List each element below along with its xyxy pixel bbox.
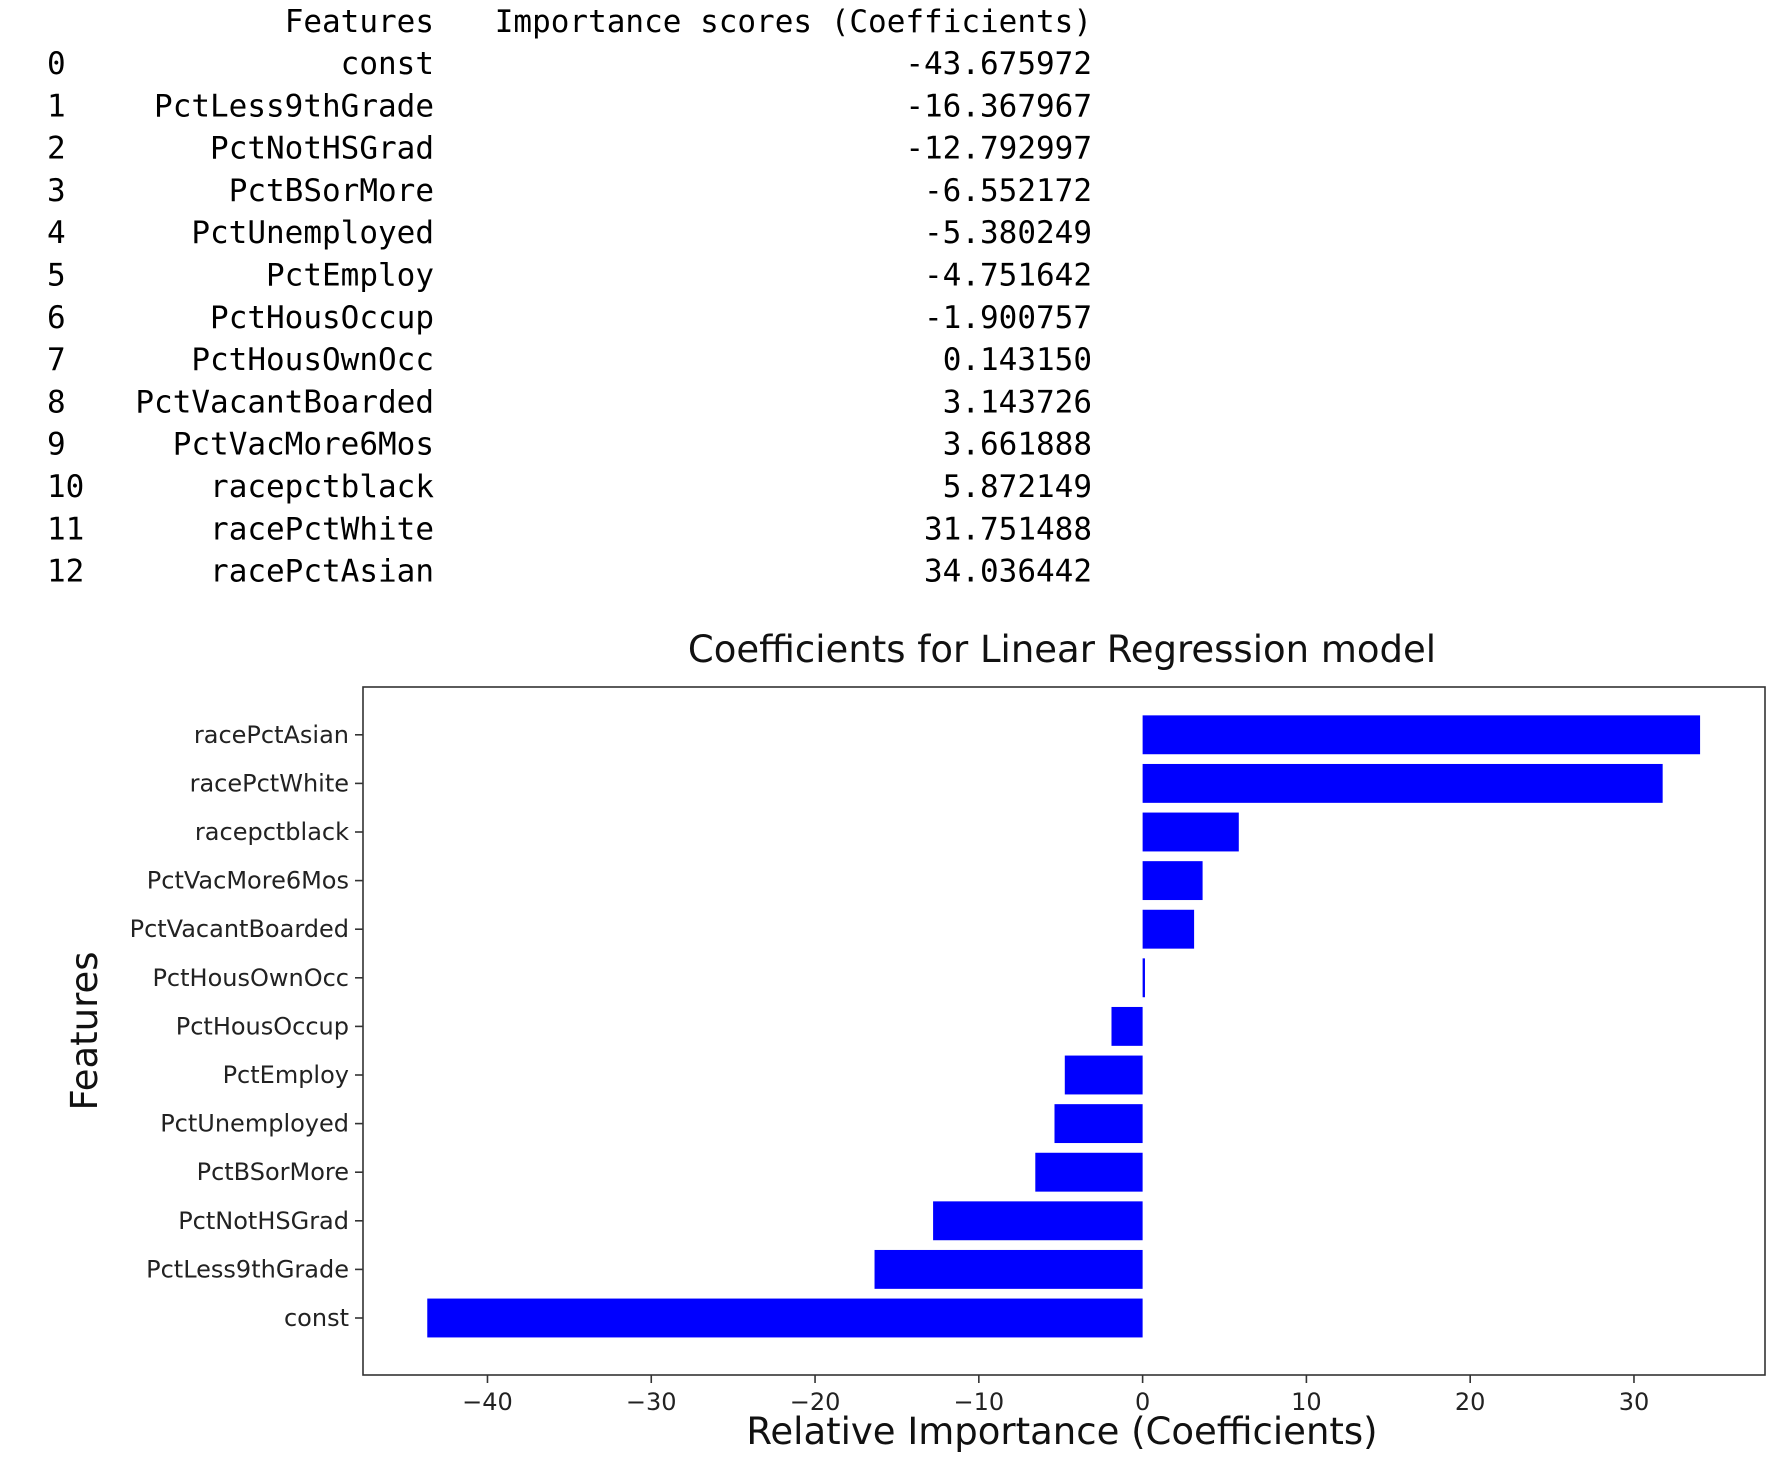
y-tick-label: PctVacantBoarded xyxy=(130,915,349,943)
row-feature: PctLess9thGrade xyxy=(154,88,434,124)
table-row: 10 racepctblack 5.872149 xyxy=(47,469,1092,505)
row-feature: racePctWhite xyxy=(210,511,434,547)
y-tick-label: PctEmploy xyxy=(223,1061,349,1089)
y-tick-label: const xyxy=(284,1304,349,1332)
table-header: Features Importance scores (Coefficients) xyxy=(285,4,1092,40)
row-index: 0 xyxy=(47,46,66,82)
row-score: 3.143726 xyxy=(943,384,1092,420)
row-score: -12.792997 xyxy=(905,131,1092,167)
row-index: 11 xyxy=(47,511,84,547)
row-score: -16.367967 xyxy=(905,88,1092,124)
y-axis-label: Features xyxy=(63,951,106,1110)
y-tick-label: racePctAsian xyxy=(194,721,349,749)
bar-PctVacMore6Mos xyxy=(1142,861,1203,901)
row-score: 34.036442 xyxy=(924,554,1092,590)
row-feature: PctHousOccup xyxy=(210,300,434,336)
table-row: 6 PctHousOccup -1.900757 xyxy=(47,300,1092,336)
row-score: -43.675972 xyxy=(905,46,1092,82)
table-row: 7 PctHousOwnOcc 0.143150 xyxy=(47,342,1092,378)
row-index: 1 xyxy=(47,88,66,124)
table-row: 9 PctVacMore6Mos 3.661888 xyxy=(47,427,1092,463)
row-score: -1.900757 xyxy=(924,300,1092,336)
row-index: 2 xyxy=(47,131,66,167)
table-row: 1 PctLess9thGrade -16.367967 xyxy=(47,88,1092,124)
table-row: 2 PctNotHSGrad -12.792997 xyxy=(47,131,1092,167)
row-feature: PctEmploy xyxy=(266,258,434,294)
y-tick-label: PctHousOccup xyxy=(176,1012,349,1040)
bar-racePctAsian xyxy=(1142,715,1701,755)
row-index: 4 xyxy=(47,215,66,251)
row-feature: PctNotHSGrad xyxy=(210,131,434,167)
y-tick-label: PctHousOwnOcc xyxy=(152,964,349,992)
table-row: 0 const -43.675972 xyxy=(47,46,1092,82)
table-row: 11 racePctWhite 31.751488 xyxy=(47,511,1092,547)
bar-PctUnemployed xyxy=(1054,1104,1143,1144)
y-tick-label: PctNotHSGrad xyxy=(178,1207,349,1235)
bar-const xyxy=(427,1298,1143,1338)
x-tick-label: −30 xyxy=(626,1388,677,1416)
bar-racepctblack xyxy=(1142,812,1239,852)
y-tick-label: racepctblack xyxy=(195,818,349,846)
row-feature: racepctblack xyxy=(210,469,434,505)
x-tick-label: 0 xyxy=(1135,1388,1150,1416)
row-feature: const xyxy=(341,46,434,82)
x-tick-label: −40 xyxy=(462,1388,513,1416)
row-index: 3 xyxy=(47,173,66,209)
bar-PctLess9thGrade xyxy=(874,1249,1143,1289)
row-score: 31.751488 xyxy=(924,511,1092,547)
bar-PctHousOwnOcc xyxy=(1142,958,1145,998)
header-importance: Importance scores (Coefficients) xyxy=(495,4,1092,40)
bar-PctVacantBoarded xyxy=(1142,909,1195,949)
row-index: 10 xyxy=(47,469,84,505)
row-score: -6.552172 xyxy=(924,173,1092,209)
row-score: -5.380249 xyxy=(924,215,1092,251)
row-feature: PctHousOwnOcc xyxy=(191,342,434,378)
row-index: 7 xyxy=(47,342,66,378)
row-feature: racePctAsian xyxy=(210,554,434,590)
table-row: 5 PctEmploy -4.751642 xyxy=(47,258,1092,294)
plot-frame xyxy=(362,686,1766,1376)
row-score: 5.872149 xyxy=(943,469,1092,505)
row-feature: PctUnemployed xyxy=(191,215,434,251)
row-feature: PctVacantBoarded xyxy=(135,384,434,420)
bar-PctNotHSGrad xyxy=(933,1201,1143,1241)
x-axis-label: Relative Importance (Coefficients) xyxy=(746,1410,1377,1453)
y-tick-label: racePctWhite xyxy=(190,769,349,797)
table-row: 12 racePctAsian 34.036442 xyxy=(47,554,1092,590)
row-index: 12 xyxy=(47,554,84,590)
y-tick-label: PctVacMore6Mos xyxy=(147,867,349,895)
row-index: 9 xyxy=(47,427,66,463)
y-tick-label: PctUnemployed xyxy=(160,1110,349,1138)
bar-PctBSorMore xyxy=(1035,1152,1143,1192)
chart-title: Coefficients for Linear Regression model xyxy=(688,628,1436,671)
x-tick-label: 10 xyxy=(1291,1388,1322,1416)
table-row: 4 PctUnemployed -5.380249 xyxy=(47,215,1092,251)
bar-PctHousOccup xyxy=(1111,1006,1143,1046)
x-tick-label: 30 xyxy=(1619,1388,1650,1416)
coefficients-table: Features Importance scores (Coefficients)… xyxy=(47,4,1092,590)
table-row: 3 PctBSorMore -6.552172 xyxy=(47,173,1092,209)
row-index: 8 xyxy=(47,384,66,420)
row-score: 0.143150 xyxy=(943,342,1092,378)
row-score: -4.751642 xyxy=(924,258,1092,294)
row-feature: PctVacMore6Mos xyxy=(173,427,434,463)
header-features: Features xyxy=(285,4,434,40)
bar-PctEmploy xyxy=(1064,1055,1143,1095)
plot-area xyxy=(427,715,1701,1338)
y-tick-label: PctBSorMore xyxy=(197,1158,349,1186)
x-tick-label: −20 xyxy=(790,1388,841,1416)
row-index: 5 xyxy=(47,258,66,294)
row-feature: PctBSorMore xyxy=(229,173,434,209)
row-score: 3.661888 xyxy=(943,427,1092,463)
row-index: 6 xyxy=(47,300,66,336)
y-tick-label: PctLess9thGrade xyxy=(146,1255,349,1283)
table-row: 8 PctVacantBoarded 3.143726 xyxy=(47,384,1092,420)
x-tick-label: 20 xyxy=(1455,1388,1486,1416)
bar-racePctWhite xyxy=(1142,763,1663,803)
x-tick-label: −10 xyxy=(954,1388,1005,1416)
